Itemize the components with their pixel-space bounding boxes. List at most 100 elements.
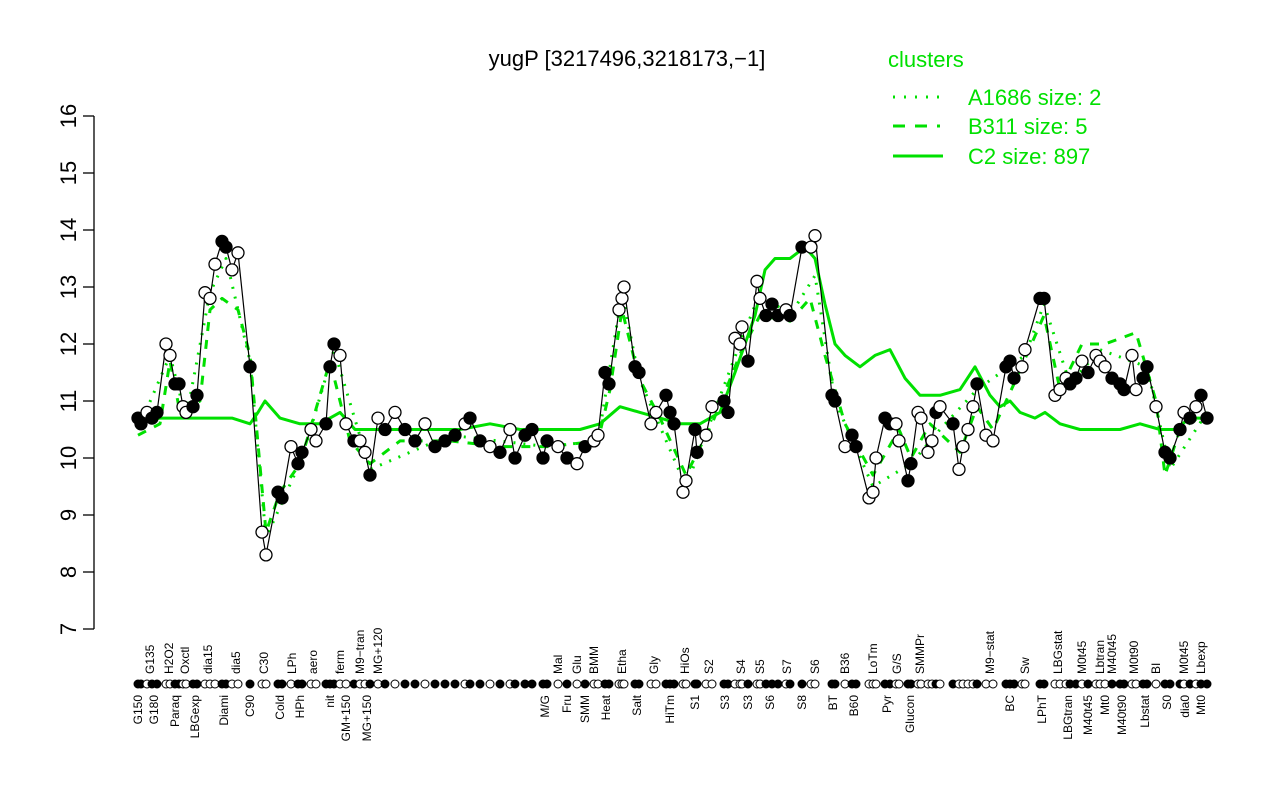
x-tick-label: HPh xyxy=(293,695,307,718)
x-tick-label: Mal xyxy=(551,655,565,674)
data-point xyxy=(1117,382,1131,397)
legend-entry-c2: C2 size: 897 xyxy=(968,144,1090,169)
rug-marker xyxy=(634,679,644,689)
data-point xyxy=(231,246,245,260)
rug-marker xyxy=(510,679,520,689)
data-point xyxy=(1194,388,1208,402)
data-point xyxy=(1189,400,1203,414)
x-tick-label: S3 xyxy=(741,695,755,710)
rug-marker xyxy=(465,679,475,689)
x-tick-label: Glu xyxy=(570,655,584,674)
rug-marker xyxy=(390,679,400,689)
x-tick-label: BMM xyxy=(587,646,601,674)
data-point xyxy=(463,411,477,425)
rug-marker xyxy=(1107,679,1117,689)
x-tick-label: S5 xyxy=(753,659,767,674)
data-point xyxy=(1018,343,1032,357)
x-tick-label: BT xyxy=(826,694,840,710)
rug-marker xyxy=(1083,679,1093,689)
x-tick-label: nit xyxy=(323,694,337,707)
data-point xyxy=(428,439,442,454)
rug-marker xyxy=(380,679,390,689)
rug-marker xyxy=(553,679,563,689)
data-point xyxy=(1163,451,1177,465)
data-point xyxy=(759,308,773,323)
y-tick-label: 10 xyxy=(56,446,81,470)
data-point xyxy=(339,417,353,431)
data-point xyxy=(933,400,947,414)
x-tick-label: GM+150 xyxy=(339,695,353,742)
rug-marker xyxy=(580,679,590,689)
rug-marker xyxy=(681,679,691,689)
data-point xyxy=(1053,382,1067,397)
data-point xyxy=(753,291,767,306)
x-tick-label: HiTm xyxy=(663,695,677,724)
legend: clusters A1686 size: 2 B311 size: 5 C2 s… xyxy=(888,47,1101,169)
x-tick-label: M/G xyxy=(538,695,552,718)
rug-marker xyxy=(400,679,410,689)
x-tick-label: Sw xyxy=(1018,657,1032,674)
y-tick-label: 8 xyxy=(56,566,81,578)
x-tick-label: Etha xyxy=(615,649,629,674)
rug-marker xyxy=(420,679,430,689)
x-tick-label: M9−stat xyxy=(983,630,997,674)
rug-marker xyxy=(440,679,450,689)
rug-marker xyxy=(773,679,783,689)
legend-entry-b311: B311 size: 5 xyxy=(968,114,1087,139)
x-tick-label: H2O2 xyxy=(162,642,176,674)
x-tick-label: BC xyxy=(1003,695,1017,712)
rug-marker xyxy=(1119,679,1129,689)
data-point xyxy=(358,445,372,459)
data-point xyxy=(1200,411,1214,425)
x-tick-label: Glucon xyxy=(903,695,917,733)
x-tick-label: S1 xyxy=(688,695,702,710)
data-point xyxy=(925,434,939,448)
x-tick-label: M0t45 xyxy=(1075,640,1089,674)
data-point xyxy=(615,291,629,306)
rug-marker xyxy=(245,679,255,689)
cluster-lines xyxy=(136,245,1209,540)
rug-marker xyxy=(277,679,287,689)
y-tick-label: 11 xyxy=(56,390,81,413)
x-tick-label: Mt0 xyxy=(1194,695,1208,715)
x-tick-label: S6 xyxy=(763,695,777,710)
data-point xyxy=(1015,360,1029,374)
data-point xyxy=(765,297,779,311)
rug-marker xyxy=(297,679,307,689)
x-tick-label: C30 xyxy=(257,652,271,674)
data-point xyxy=(699,428,713,442)
y-tick-label: 15 xyxy=(56,161,81,185)
data-point xyxy=(591,428,605,442)
data-point xyxy=(503,422,517,437)
rug-marker xyxy=(1142,679,1152,689)
rug-marker xyxy=(311,679,321,689)
data-point xyxy=(493,445,507,459)
x-tick-label: Salt xyxy=(630,694,644,715)
y-axis: 7 8 9 10 11 12 13 14 15 16 xyxy=(56,104,95,635)
x-tick-label: Mt0 xyxy=(1098,695,1112,715)
data-point xyxy=(866,485,880,499)
data-point xyxy=(783,308,797,323)
y-tick-label: 16 xyxy=(56,104,81,128)
data-point xyxy=(560,451,574,465)
x-tick-label: HiOs xyxy=(678,647,692,674)
data-point xyxy=(378,422,392,437)
rug-marker xyxy=(1009,679,1019,689)
data-point xyxy=(869,451,883,465)
data-point xyxy=(398,422,412,437)
data-point xyxy=(1069,371,1083,385)
chart-title: yugP [3217496,3218173,−1] xyxy=(489,46,766,71)
rug-marker xyxy=(669,679,679,689)
rug-marker xyxy=(562,679,572,689)
rug-marker xyxy=(935,679,945,689)
rug-marker xyxy=(830,679,840,689)
data-point xyxy=(1081,365,1095,380)
data-point xyxy=(304,422,318,437)
x-tick-label: S2 xyxy=(702,659,716,674)
rug-marker xyxy=(450,679,460,689)
rug-marker xyxy=(894,679,904,689)
data-point xyxy=(741,354,755,368)
data-point xyxy=(186,400,200,414)
rug-marker xyxy=(692,679,702,689)
data-point xyxy=(203,291,217,306)
